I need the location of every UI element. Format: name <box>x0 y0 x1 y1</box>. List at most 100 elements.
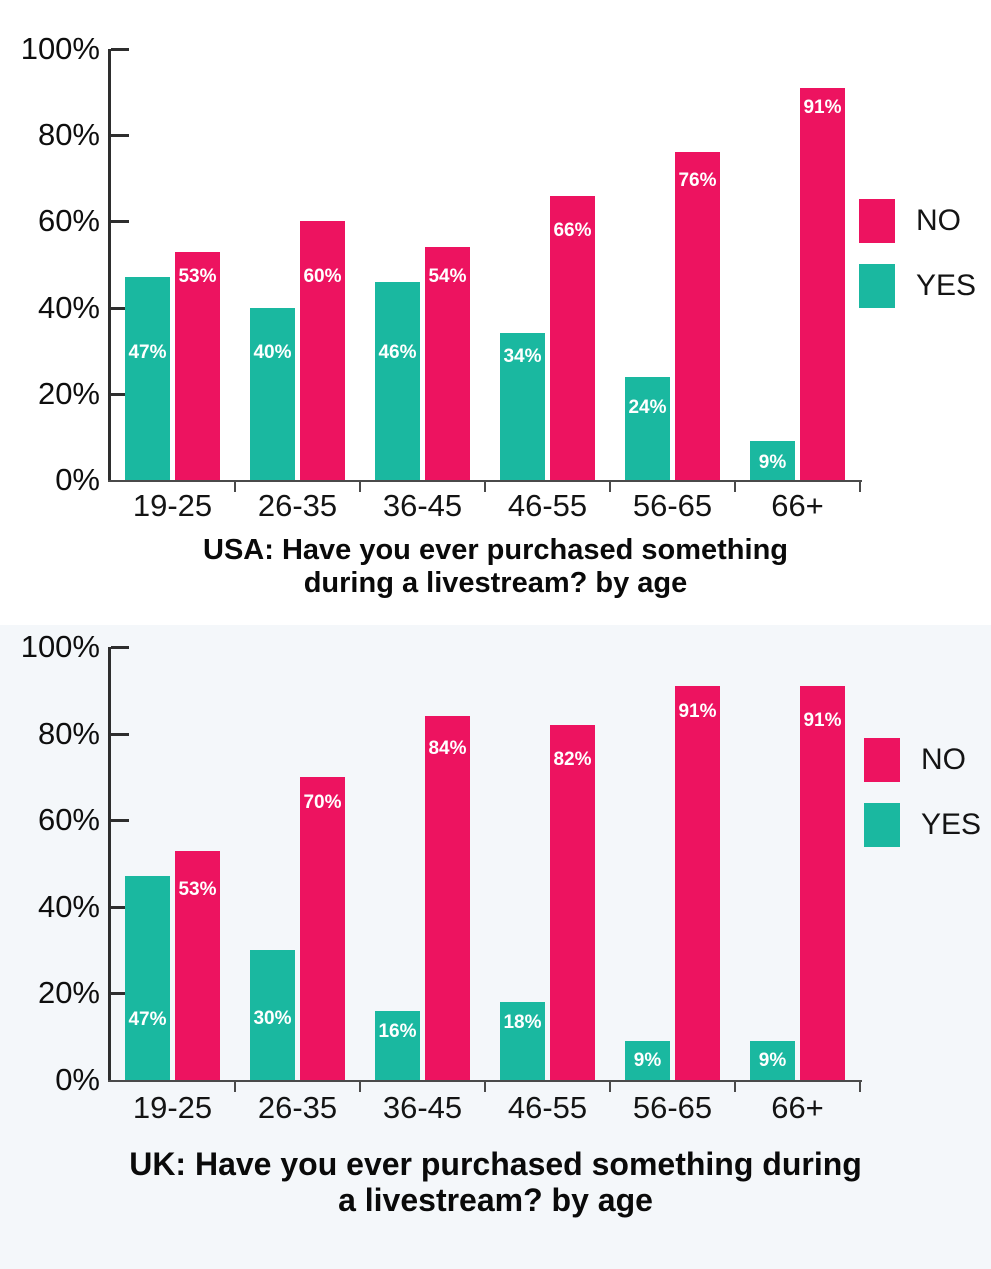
uk-y-axis <box>108 647 111 1082</box>
usa-bar-no-36-45 <box>425 247 470 480</box>
usa-category-26-35: 26-35 <box>257 488 338 523</box>
uk-title-line-1: UK: Have you ever purchased something du… <box>129 1146 862 1182</box>
uk-y-tick-20 <box>111 992 129 996</box>
usa-bar-label-yes-46-55: 34% <box>503 346 542 367</box>
uk-bar-yes-26-35 <box>250 950 295 1080</box>
uk-bar-label-yes-19-25: 47% <box>128 1009 167 1030</box>
uk-bar-label-no-46-55: 82% <box>553 749 592 770</box>
uk-y-label-40: 40% <box>37 888 100 924</box>
usa-bar-yes-56-65 <box>625 376 670 480</box>
usa-bar-label-no-56-65: 76% <box>678 170 717 191</box>
usa-legend-row-yes: YES <box>859 263 976 308</box>
uk-y-label-20: 20% <box>37 975 100 1011</box>
uk-y-tick-60 <box>111 819 129 823</box>
uk-bar-label-no-19-25: 53% <box>178 879 217 900</box>
usa-y-label-60: 60% <box>37 203 100 239</box>
uk-x-tick-3 <box>484 1081 486 1092</box>
usa-category-19-25: 19-25 <box>132 488 213 523</box>
usa-bar-label-no-46-55: 66% <box>553 220 592 241</box>
usa-x-tick-4 <box>609 481 611 492</box>
usa-y-tick-100 <box>111 48 129 51</box>
uk-category-26-35: 26-35 <box>257 1090 338 1125</box>
uk-legend-yes-label: YES <box>921 807 982 841</box>
no-swatch-icon <box>859 198 895 243</box>
usa-legend-row-no: NO <box>859 198 976 243</box>
usa-legend: NO YES <box>859 198 976 328</box>
uk-bar-no-66+ <box>800 685 845 1080</box>
uk-bar-label-yes-26-35: 30% <box>253 1008 292 1029</box>
usa-y-label-100: 100% <box>20 31 100 66</box>
yes-swatch-icon <box>859 263 895 308</box>
usa-category-36-45: 36-45 <box>382 488 463 523</box>
uk-x-tick-5 <box>734 1081 736 1092</box>
usa-y-axis <box>108 49 111 482</box>
uk-bar-yes-19-25 <box>125 876 170 1080</box>
uk-bar-no-26-35 <box>300 776 345 1080</box>
usa-legend-yes-label: YES <box>916 268 977 302</box>
uk-x-tick-2 <box>359 1081 361 1092</box>
uk-bar-yes-66+ <box>750 1041 795 1080</box>
usa-y-tick-60 <box>111 220 129 224</box>
uk-category-46-55: 46-55 <box>507 1090 588 1125</box>
uk-bar-yes-36-45 <box>375 1010 420 1080</box>
usa-title-line-1: USA: Have you ever purchased something <box>203 534 788 566</box>
uk-bar-label-no-26-35: 70% <box>303 792 342 813</box>
uk-bar-no-56-65 <box>675 685 720 1080</box>
usa-y-tick-40 <box>111 306 129 310</box>
uk-bar-yes-56-65 <box>625 1041 670 1080</box>
usa-x-tick-1 <box>234 481 236 492</box>
usa-y-label-0: 0% <box>55 462 100 497</box>
usa-bar-label-yes-26-35: 40% <box>253 342 292 363</box>
uk-category-66+: 66+ <box>771 1090 824 1125</box>
uk-y-label-60: 60% <box>37 802 100 838</box>
uk-legend-row-yes: YES <box>864 802 981 847</box>
uk-bar-no-19-25 <box>175 850 220 1080</box>
usa-x-tick-6 <box>859 481 861 492</box>
usa-bar-yes-19-25 <box>125 277 170 480</box>
uk-legend-no-label: NO <box>921 742 966 776</box>
uk-category-56-65: 56-65 <box>632 1090 713 1125</box>
usa-bar-label-no-66+: 91% <box>803 97 842 118</box>
usa-bar-label-yes-56-65: 24% <box>628 397 667 418</box>
uk-title-line-2: a livestream? by age <box>338 1182 653 1218</box>
usa-bar-yes-66+ <box>750 441 795 480</box>
uk-bar-label-yes-36-45: 16% <box>378 1021 417 1042</box>
usa-bar-label-yes-36-45: 46% <box>378 342 417 363</box>
yes-swatch-icon <box>864 802 900 847</box>
uk-bar-no-46-55 <box>550 724 595 1080</box>
usa-x-tick-5 <box>734 481 736 492</box>
usa-y-label-20: 20% <box>37 375 100 411</box>
uk-y-label-100: 100% <box>20 629 100 664</box>
uk-chart-title: UK: Have you ever purchased something du… <box>0 1146 991 1218</box>
uk-x-tick-4 <box>609 1081 611 1092</box>
uk-y-label-0: 0% <box>55 1062 100 1097</box>
uk-bar-label-no-56-65: 91% <box>678 701 717 722</box>
uk-bar-no-36-45 <box>425 716 470 1080</box>
uk-x-tick-6 <box>859 1081 861 1092</box>
usa-y-label-40: 40% <box>37 289 100 325</box>
usa-bar-no-46-55 <box>550 195 595 480</box>
usa-bar-label-no-36-45: 54% <box>428 266 467 287</box>
uk-y-label-80: 80% <box>37 715 100 751</box>
no-swatch-icon <box>864 737 900 782</box>
usa-bar-label-no-26-35: 60% <box>303 266 342 287</box>
uk-legend-row-no: NO <box>864 737 981 782</box>
uk-bar-label-yes-46-55: 18% <box>503 1012 542 1033</box>
usa-bar-yes-26-35 <box>250 307 295 480</box>
uk-bar-yes-46-55 <box>500 1002 545 1080</box>
usa-bar-label-no-19-25: 53% <box>178 266 217 287</box>
uk-y-tick-40 <box>111 905 129 909</box>
uk-bar-label-no-36-45: 84% <box>428 738 467 759</box>
usa-x-tick-3 <box>484 481 486 492</box>
usa-category-66+: 66+ <box>771 488 824 523</box>
usa-bar-no-19-25 <box>175 251 220 480</box>
usa-category-46-55: 46-55 <box>507 488 588 523</box>
usa-bar-no-66+ <box>800 87 845 480</box>
usa-bar-label-yes-19-25: 47% <box>128 342 167 363</box>
usa-y-label-80: 80% <box>37 117 100 153</box>
usa-chart-title: USA: Have you ever purchased something d… <box>0 534 991 600</box>
usa-x-tick-2 <box>359 481 361 492</box>
uk-category-19-25: 19-25 <box>132 1090 213 1125</box>
